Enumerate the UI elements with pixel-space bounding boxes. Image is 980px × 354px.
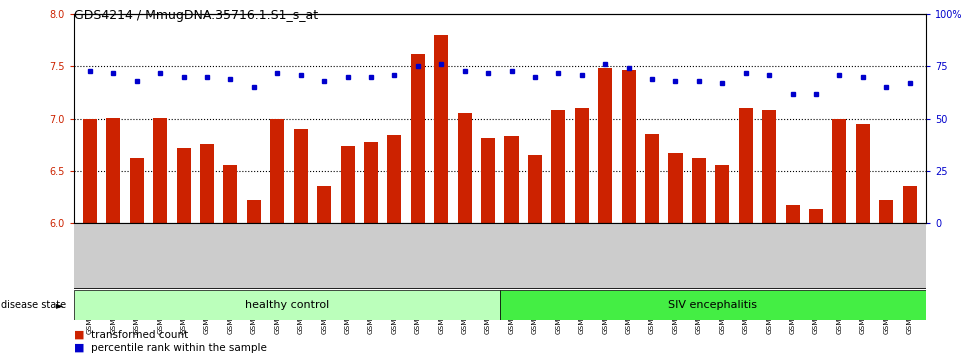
Bar — [434, 35, 448, 223]
Bar — [574, 108, 589, 223]
Bar — [318, 187, 331, 223]
Text: SIV encephalitis: SIV encephalitis — [668, 300, 758, 310]
Bar — [645, 134, 660, 223]
Bar — [786, 205, 800, 223]
Bar — [176, 148, 191, 223]
Bar — [458, 113, 471, 223]
Bar — [83, 119, 97, 223]
Bar — [715, 165, 729, 223]
Bar — [153, 118, 168, 223]
Bar — [294, 129, 308, 223]
Bar — [340, 146, 355, 223]
Bar — [500, 290, 926, 320]
Bar — [270, 119, 284, 223]
Bar — [481, 138, 495, 223]
Bar — [808, 210, 823, 223]
Text: percentile rank within the sample: percentile rank within the sample — [91, 343, 267, 353]
Text: ►: ► — [56, 300, 64, 310]
Bar — [411, 54, 425, 223]
Text: ■: ■ — [74, 330, 84, 339]
Bar — [552, 110, 565, 223]
Bar — [106, 118, 121, 223]
Bar — [856, 124, 870, 223]
Bar — [505, 136, 518, 223]
Text: transformed count: transformed count — [91, 330, 188, 339]
Bar — [528, 155, 542, 223]
Bar — [247, 200, 261, 223]
Bar — [879, 200, 894, 223]
Bar — [621, 69, 636, 223]
Bar — [200, 144, 214, 223]
Bar — [668, 153, 682, 223]
Bar — [223, 165, 237, 223]
Text: disease state: disease state — [1, 300, 66, 310]
Bar — [692, 158, 706, 223]
Bar — [903, 187, 916, 223]
Bar — [832, 119, 847, 223]
Text: healthy control: healthy control — [245, 300, 328, 310]
Bar — [762, 110, 776, 223]
Bar — [364, 142, 378, 223]
Bar — [129, 158, 144, 223]
Bar — [739, 108, 753, 223]
Text: GDS4214 / MmugDNA.35716.1.S1_s_at: GDS4214 / MmugDNA.35716.1.S1_s_at — [74, 9, 318, 22]
Bar — [74, 290, 500, 320]
Text: ■: ■ — [74, 343, 84, 353]
Bar — [598, 68, 612, 223]
Bar — [387, 135, 402, 223]
